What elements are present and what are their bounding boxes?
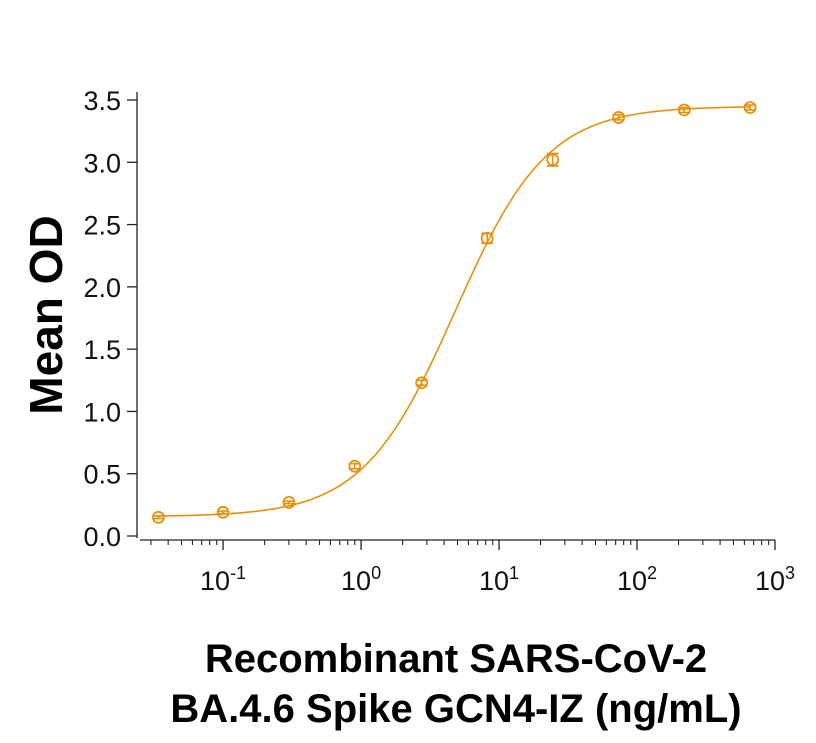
y-axis-title: Mean OD [20,215,72,414]
data-marker [415,376,429,390]
data-marker [612,111,625,124]
data-point [743,101,757,114]
data-marker [546,153,560,167]
data-marker [677,103,691,117]
data-marker [743,101,757,114]
fit-curve-layer [158,106,751,517]
x-tick-label: 102 [617,563,657,596]
axes: 0.0 0.5 1.0 1.5 2.0 2.5 3.0 3.5 10-1 100 101 102 103 [83,86,795,596]
data-point [415,376,429,390]
x-tick-label: 100 [341,563,381,596]
data-marker [282,495,296,509]
y-tick-label: 1.0 [83,397,121,427]
data-point [480,231,494,245]
data-point [546,152,560,167]
y-tick-label: 0.5 [83,460,121,490]
y-tick-label: 1.5 [83,335,121,365]
x-axis-title-line-2: BA.4.6 Spike GCN4-IZ (ng/mL) [170,687,741,731]
x-tick-label: 103 [755,563,795,596]
y-tick-label: 2.0 [83,273,121,303]
y-tick-label: 3.0 [83,148,121,178]
data-point [152,510,165,524]
y-tick-label: 0.0 [83,522,121,552]
data-marker [152,510,165,524]
y-tick-label: 3.5 [83,86,121,116]
data-point [216,505,230,519]
data-points-layer [152,101,757,524]
x-axis-title-line-1: Recombinant SARS-CoV-2 [205,637,707,681]
data-point [348,459,362,473]
data-marker [348,459,362,473]
x-tick-label: 101 [479,563,519,596]
x-tick-label: 10-1 [200,563,246,596]
y-tick-label: 2.5 [83,211,121,241]
fit-curve [158,106,751,517]
data-point [282,495,296,509]
data-point [677,103,691,117]
data-point [612,111,625,124]
data-marker [480,231,494,245]
data-marker [216,505,230,519]
